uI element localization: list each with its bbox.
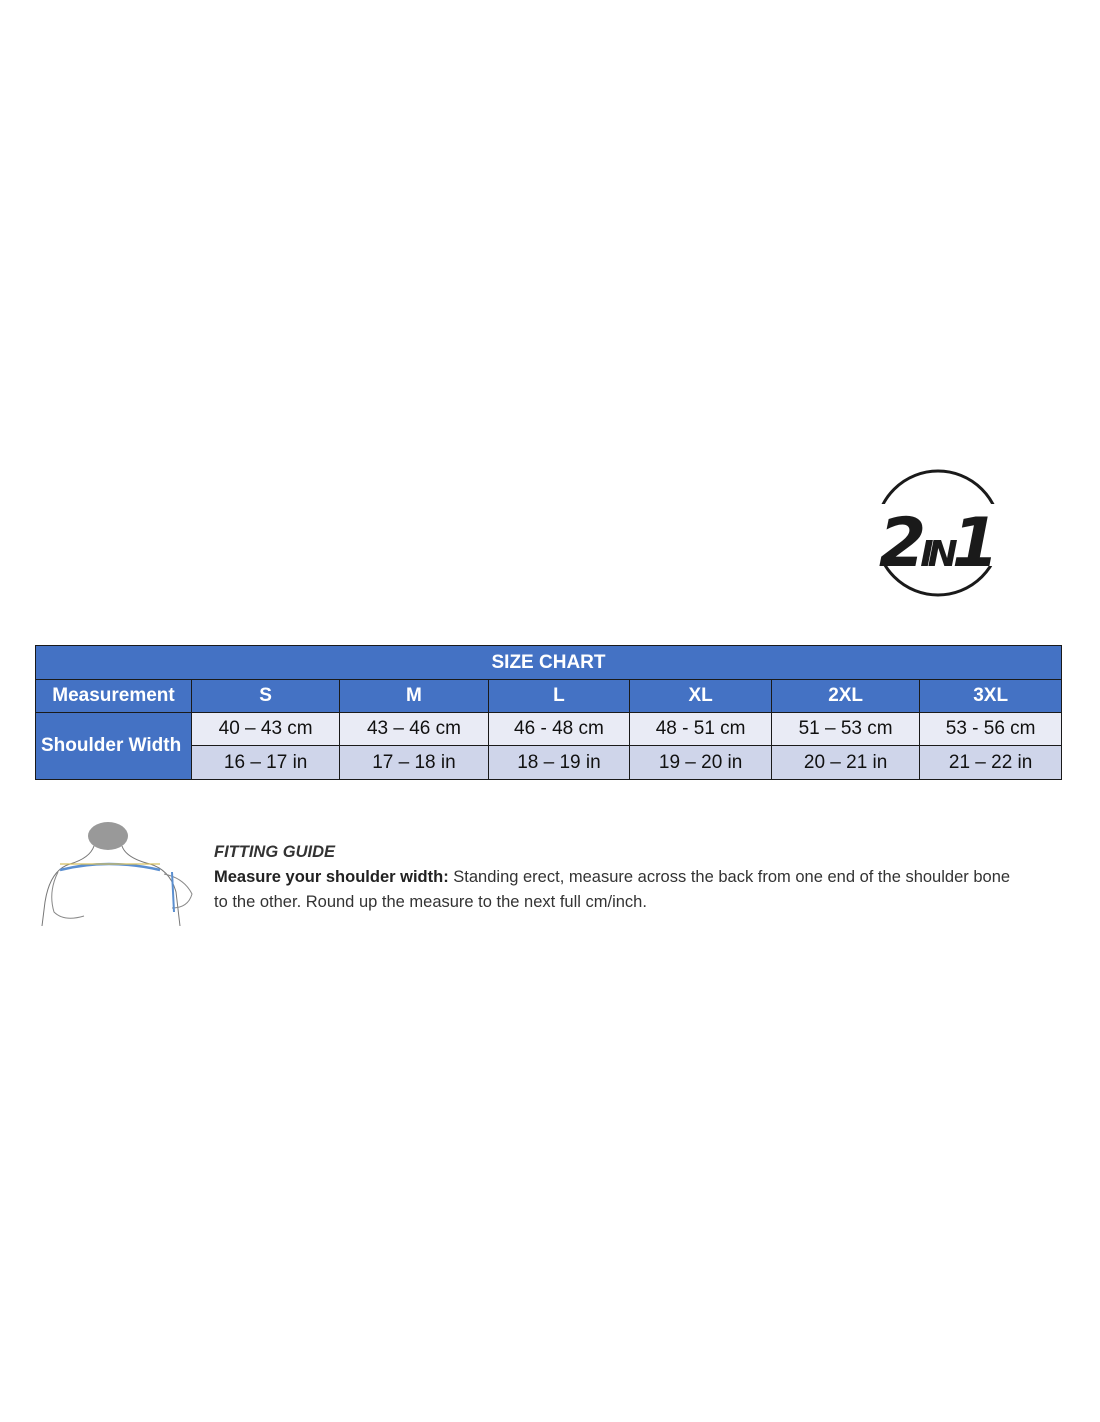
fitting-guide-lead: Measure your shoulder width: (214, 868, 449, 886)
fitting-guide-title: FITTING GUIDE (214, 843, 335, 861)
shoulder-width-label: Shoulder Width (35, 712, 192, 780)
shoulder-measure-illustration (41, 822, 193, 927)
size-header: 3XL (919, 679, 1062, 713)
in-cell: 20 – 21 in (770, 745, 921, 780)
in-cell: 19 – 20 in (629, 745, 772, 780)
in-cell: 16 – 17 in (190, 745, 341, 780)
fitting-guide: FITTING GUIDE Measure your shoulder widt… (214, 840, 1014, 915)
cm-cell: 43 – 46 cm (339, 712, 489, 746)
measurement-header: Measurement (35, 679, 192, 713)
cm-cell: 46 - 48 cm (487, 712, 631, 746)
table-row: 16 – 17 in 17 – 18 in 18 – 19 in 19 – 20… (36, 745, 1062, 780)
table-row: Shoulder Width 40 – 43 cm 43 – 46 cm 46 … (35, 712, 1062, 780)
cm-cell: 40 – 43 cm (190, 712, 341, 746)
size-chart-title: SIZE CHART (35, 645, 1062, 680)
brand-logo: 2IN1 (866, 469, 1006, 597)
size-header: L (487, 679, 631, 713)
cm-cell: 48 - 51 cm (629, 712, 772, 746)
fitting-guide-text: Measure your shoulder width: Standing er… (214, 865, 1014, 915)
cm-cell: 51 – 53 cm (770, 712, 921, 746)
cm-cell: 53 - 56 cm (919, 712, 1062, 746)
size-chart-table: SIZE CHART Measurement S M L XL 2XL 3XL … (35, 645, 1062, 780)
size-header: XL (629, 679, 772, 713)
fitting-guide-body: Standing erect, measure across the back … (214, 868, 1011, 911)
in-cell: 17 – 18 in (339, 745, 489, 780)
header-row: Measurement S M L XL 2XL 3XL (35, 679, 1062, 713)
in-cell: 21 – 22 in (919, 745, 1062, 780)
size-header: 2XL (770, 679, 921, 713)
size-header: M (339, 679, 489, 713)
in-cell: 18 – 19 in (487, 745, 631, 780)
size-header: S (190, 679, 341, 713)
